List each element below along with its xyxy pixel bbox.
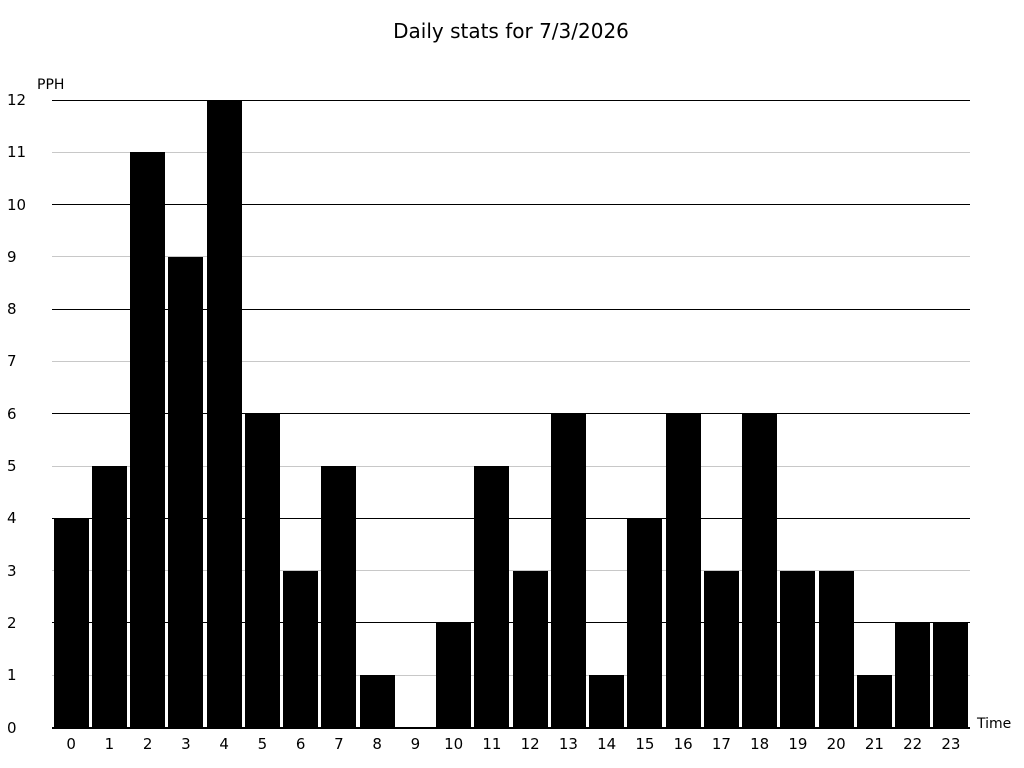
gridline-3 (52, 570, 970, 572)
x-tick-label-4: 4 (219, 735, 229, 753)
x-tick-label-0: 0 (66, 735, 76, 753)
bar-hour-5 (244, 413, 280, 728)
bar-hour-3 (168, 256, 204, 728)
bar-hour-7 (321, 466, 357, 728)
y-tick-label-12: 12 (7, 91, 27, 109)
gridline-7 (52, 360, 970, 362)
x-tick-label-15: 15 (635, 735, 655, 753)
bar-hour-22 (895, 622, 931, 728)
y-tick-label-4: 4 (7, 509, 17, 528)
bar-hour-10 (436, 622, 472, 728)
y-tick-label-0: 0 (7, 718, 17, 737)
x-tick-label-19: 19 (788, 735, 808, 753)
bar-hour-6 (283, 570, 319, 728)
bar-hour-19 (780, 570, 816, 728)
x-tick-label-21: 21 (864, 735, 884, 753)
x-tick-label-7: 7 (334, 735, 344, 753)
x-tick-label-12: 12 (520, 735, 540, 753)
bar-hour-17 (703, 570, 739, 728)
bar-hour-11 (474, 466, 510, 728)
x-axis-label: Time (977, 716, 1012, 732)
y-tick-label-2: 2 (7, 613, 17, 632)
bar-hour-1 (91, 466, 127, 728)
x-axis-line (52, 726, 970, 729)
x-tick-label-5: 5 (257, 735, 268, 753)
gridline-2 (52, 622, 970, 624)
gridline-4 (52, 517, 970, 519)
y-tick-label-5: 5 (7, 457, 17, 476)
x-tick-label-14: 14 (597, 735, 617, 753)
y-tick-label-3: 3 (7, 561, 17, 580)
gridline-5 (52, 465, 970, 467)
bar-hour-18 (742, 413, 778, 728)
x-tick-label-6: 6 (295, 735, 306, 753)
x-tick-label-8: 8 (372, 735, 382, 753)
gridline-11 (52, 151, 970, 153)
x-tick-label-16: 16 (673, 735, 693, 753)
gridline-12 (52, 99, 970, 101)
chart-title: Daily stats for 7/3/2026 (393, 19, 629, 43)
x-tick-label-20: 20 (826, 735, 846, 753)
bar-hour-23 (933, 622, 969, 728)
x-tick-label-23: 23 (941, 735, 961, 753)
x-tick-label-1: 1 (104, 735, 115, 753)
y-axis-label: PPH (37, 77, 65, 93)
x-tick-label-22: 22 (903, 735, 923, 753)
bar-hour-2 (130, 152, 166, 728)
bar-hour-8 (359, 675, 395, 728)
y-tick-label-1: 1 (7, 666, 17, 685)
bar-hour-14 (589, 675, 625, 728)
x-tick-label-11: 11 (482, 735, 502, 753)
x-tick-label-2: 2 (142, 735, 153, 753)
bar-hour-20 (818, 570, 854, 728)
y-tick-label-6: 6 (7, 404, 17, 423)
y-tick-label-7: 7 (7, 352, 17, 371)
x-tick-label-17: 17 (711, 735, 731, 753)
x-tick-label-13: 13 (558, 735, 578, 753)
y-tick-label-8: 8 (7, 300, 17, 319)
x-tick-label-18: 18 (750, 735, 770, 753)
bar-hour-12 (512, 570, 548, 728)
x-tick-label-10: 10 (444, 735, 464, 753)
x-tick-label-3: 3 (181, 735, 191, 753)
gridline-8 (52, 308, 970, 310)
bar-hour-13 (550, 413, 586, 728)
gridline-6 (52, 413, 970, 415)
bar-hour-16 (665, 413, 701, 728)
gridline-10 (52, 204, 970, 206)
y-tick-label-11: 11 (7, 143, 27, 162)
y-tick-label-10: 10 (7, 195, 27, 214)
gridline-1 (52, 674, 970, 676)
y-tick-label-9: 9 (7, 247, 17, 266)
bar-hour-21 (856, 675, 892, 728)
bar-hour-0 (53, 518, 89, 728)
bar-hour-4 (206, 100, 242, 728)
gridline-9 (52, 256, 970, 258)
bar-hour-15 (627, 518, 663, 728)
x-tick-label-9: 9 (410, 735, 421, 753)
